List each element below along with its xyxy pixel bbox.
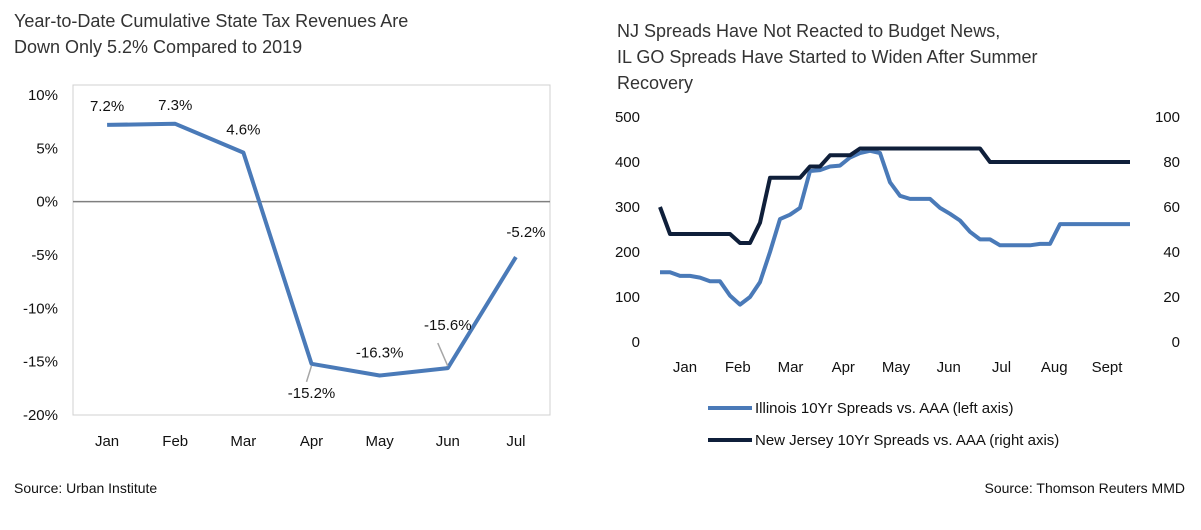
x-tick-label: Jul bbox=[506, 433, 525, 450]
tax-revenue-line-chart: 10% 5% 0% -5% -10% -15% -20% Jan Feb Mar Apr May Jun… bbox=[23, 84, 551, 450]
y-right-tick-label: 100 bbox=[1155, 109, 1180, 126]
legend-label-illinois: Illinois 10Yr Spreads vs. AAA (left axis… bbox=[755, 400, 1013, 417]
data-label: 7.2% bbox=[90, 98, 124, 115]
x-tick-label: Feb bbox=[162, 433, 188, 450]
data-label: -16.3% bbox=[356, 345, 404, 362]
y-tick-label: -20% bbox=[23, 407, 58, 424]
x-tick-label: Jun bbox=[937, 359, 961, 376]
y-left-tick-label: 0 bbox=[632, 334, 640, 351]
y-left-tick-label: 400 bbox=[615, 154, 640, 171]
right-chart-title-line: IL GO Spreads Have Started to Widen Afte… bbox=[617, 47, 1038, 67]
left-chart-title-line: Down Only 5.2% Compared to 2019 bbox=[14, 37, 303, 57]
data-label: 7.3% bbox=[158, 97, 192, 114]
x-tick-label: Jan bbox=[673, 359, 697, 376]
revenue-series-line bbox=[107, 121, 518, 378]
y-right-tick-label: 80 bbox=[1163, 154, 1180, 171]
left-chart-title-line: Year-to-Date Cumulative State Tax Revenu… bbox=[14, 11, 409, 31]
x-tick-label: May bbox=[365, 433, 394, 450]
x-tick-label: Aug bbox=[1041, 359, 1068, 376]
data-label-leader bbox=[305, 365, 313, 383]
new-jersey-series-line bbox=[658, 146, 1130, 245]
x-tick-label: May bbox=[882, 359, 911, 376]
data-label: -5.2% bbox=[506, 224, 545, 241]
y-tick-label: 10% bbox=[28, 87, 58, 104]
right-chart-title: NJ Spreads Have Not Reacted to Budget Ne… bbox=[617, 18, 1177, 96]
y-tick-label: -15% bbox=[23, 354, 58, 371]
y-right-tick-label: 20 bbox=[1163, 289, 1180, 306]
y-right-tick-label: 40 bbox=[1163, 244, 1180, 261]
x-tick-label: Feb bbox=[725, 359, 751, 376]
left-chart-title: Year-to-Date Cumulative State Tax Revenu… bbox=[14, 8, 534, 60]
y-tick-label: -5% bbox=[31, 247, 58, 264]
y-right-tick-label: 0 bbox=[1172, 334, 1180, 351]
x-tick-label: Jan bbox=[95, 433, 119, 450]
x-tick-label: Mar bbox=[230, 433, 256, 450]
x-tick-label: Sept bbox=[1092, 359, 1124, 376]
x-tick-label: Jul bbox=[992, 359, 1011, 376]
plot-area-border bbox=[72, 84, 551, 416]
x-tick-label: Apr bbox=[300, 433, 323, 450]
illinois-series-line bbox=[660, 148, 1130, 307]
x-tick-label: Jun bbox=[436, 433, 460, 450]
data-label: 4.6% bbox=[226, 122, 260, 139]
data-label: -15.2% bbox=[288, 385, 336, 402]
x-tick-label: Mar bbox=[778, 359, 804, 376]
y-left-tick-label: 500 bbox=[615, 109, 640, 126]
y-tick-label: 0% bbox=[36, 194, 58, 211]
legend-label-new-jersey: New Jersey 10Yr Spreads vs. AAA (right a… bbox=[755, 432, 1059, 449]
right-chart-source: Source: Thomson Reuters MMD bbox=[984, 480, 1185, 496]
left-chart-source: Source: Urban Institute bbox=[14, 480, 158, 496]
x-tick-label: Apr bbox=[832, 359, 855, 376]
y-left-tick-label: 100 bbox=[615, 289, 640, 306]
y-left-tick-label: 200 bbox=[615, 244, 640, 261]
y-tick-label: -10% bbox=[23, 300, 58, 317]
data-label-leader bbox=[437, 342, 449, 367]
y-left-tick-label: 300 bbox=[615, 199, 640, 216]
y-right-tick-label: 60 bbox=[1163, 199, 1180, 216]
right-chart-title-line: NJ Spreads Have Not Reacted to Budget Ne… bbox=[617, 21, 1001, 41]
right-chart-title-line: Recovery bbox=[617, 73, 694, 93]
y-tick-label: 5% bbox=[36, 140, 58, 157]
data-label: -15.6% bbox=[424, 317, 472, 334]
